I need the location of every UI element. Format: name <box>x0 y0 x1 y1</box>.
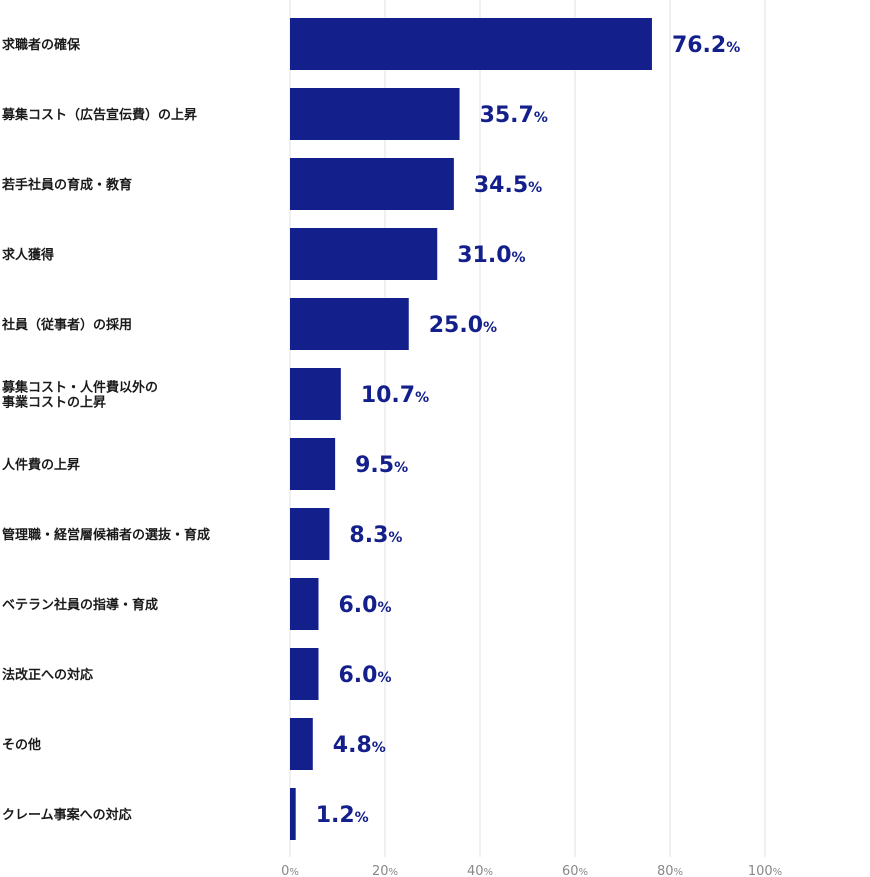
category-label-4: 社員（従事者）の採用 <box>1 317 132 333</box>
x-tick-label-60: 60% <box>562 864 588 877</box>
bars <box>290 18 652 840</box>
x-tick-label-80: 80% <box>657 864 683 877</box>
value-label-0: 76.2% <box>672 33 740 58</box>
bar-4 <box>290 298 409 350</box>
bar-8 <box>290 578 319 630</box>
bar-0 <box>290 18 652 70</box>
value-label-3: 31.0% <box>457 243 525 268</box>
category-label-11: クレーム事案への対応 <box>2 807 132 823</box>
value-label-4: 25.0% <box>429 313 497 338</box>
grid-lines <box>289 0 766 857</box>
x-tick-label-40: 40% <box>467 864 493 877</box>
bar-7 <box>290 508 330 560</box>
value-label-2: 34.5% <box>474 173 542 198</box>
category-label-6: 人件費の上昇 <box>2 457 80 473</box>
category-label-2: 若手社員の育成・教育 <box>1 177 132 193</box>
category-label-5-line-0: 募集コスト・人件費以外の <box>1 380 158 396</box>
x-tick-label-20: 20% <box>372 864 398 877</box>
category-labels: 求職者の確保募集コスト（広告宣伝費）の上昇若手社員の育成・教育求人獲得社員（従事… <box>1 37 210 823</box>
category-label-7: 管理職・経営層候補者の選抜・育成 <box>2 527 210 543</box>
bar-5 <box>290 368 341 420</box>
category-label-9: 法改正への対応 <box>2 667 93 683</box>
category-label-1: 募集コスト（広告宣伝費）の上昇 <box>1 107 197 123</box>
category-label-10: その他 <box>2 737 41 753</box>
category-label-5-line-1: 事業コストの上昇 <box>2 395 106 411</box>
value-label-5: 10.7% <box>361 383 429 408</box>
value-label-10: 4.8% <box>333 733 386 758</box>
x-axis-ticks: 0% 20% 40% 60% 80% 100% <box>281 864 782 877</box>
value-label-11: 1.2% <box>316 803 369 828</box>
bar-2 <box>290 158 454 210</box>
bar-9 <box>290 648 319 700</box>
value-label-6: 9.5% <box>355 453 408 478</box>
value-labels: 76.2% 35.7% 34.5% 31.0% 25.0% 10.7% 9.5% 8.3% 6.… <box>316 33 741 828</box>
value-label-7: 8.3% <box>349 523 402 548</box>
bar-3 <box>290 228 438 280</box>
category-label-3: 求人獲得 <box>2 247 54 263</box>
bar-10 <box>290 718 313 770</box>
bar-11 <box>290 788 296 840</box>
category-label-0: 求職者の確保 <box>2 37 81 53</box>
x-tick-label-100: 100% <box>748 864 782 877</box>
value-label-8: 6.0% <box>339 593 392 618</box>
x-tick-label-0: 0% <box>281 864 299 877</box>
bar-1 <box>290 88 460 140</box>
value-label-1: 35.7% <box>480 103 548 128</box>
value-label-9: 6.0% <box>339 663 392 688</box>
bar-6 <box>290 438 336 490</box>
category-label-8: ベテラン社員の指導・育成 <box>2 597 158 613</box>
